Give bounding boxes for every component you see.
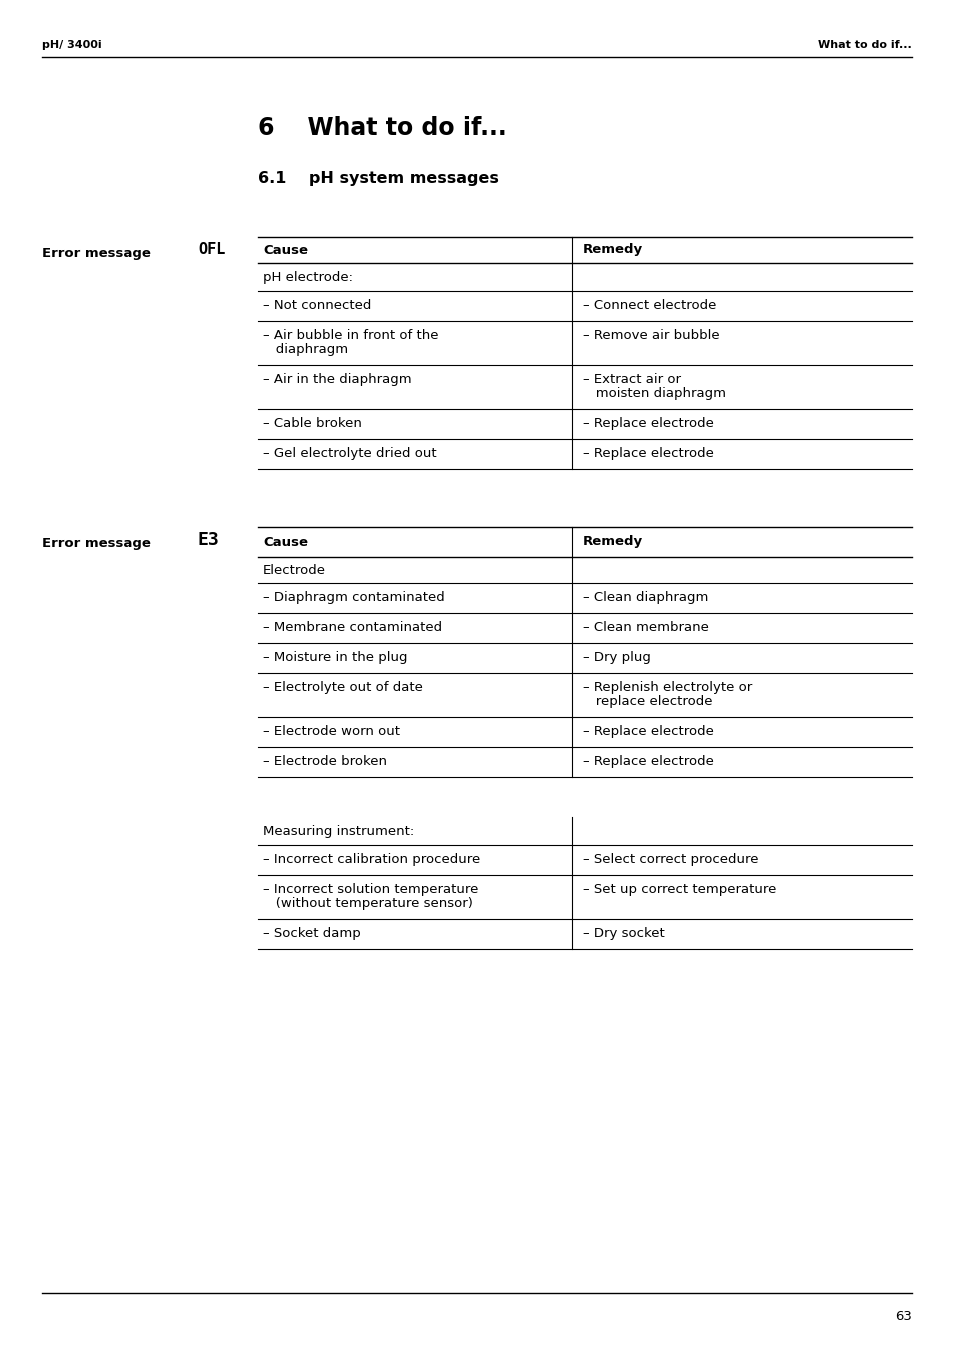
Text: – Dry plug: – Dry plug (582, 651, 650, 663)
Text: Electrode: Electrode (263, 563, 326, 577)
Text: replace electrode: replace electrode (582, 694, 712, 708)
Text: – Replace electrode: – Replace electrode (582, 755, 713, 767)
Text: – Membrane contaminated: – Membrane contaminated (263, 621, 441, 634)
Text: pH/ 3400i: pH/ 3400i (42, 41, 102, 50)
Text: Measuring instrument:: Measuring instrument: (263, 824, 414, 838)
Text: – Remove air bubble: – Remove air bubble (582, 330, 719, 342)
Text: – Electrode broken: – Electrode broken (263, 755, 387, 767)
Text: – Dry socket: – Dry socket (582, 927, 664, 940)
Text: Cause: Cause (263, 535, 308, 549)
Text: – Electrolyte out of date: – Electrolyte out of date (263, 681, 422, 694)
Text: – Socket damp: – Socket damp (263, 927, 360, 940)
Text: – Select correct procedure: – Select correct procedure (582, 852, 758, 866)
Text: – Replace electrode: – Replace electrode (582, 417, 713, 430)
Text: pH electrode:: pH electrode: (263, 270, 353, 284)
Text: – Air in the diaphragm: – Air in the diaphragm (263, 373, 411, 386)
Text: E3: E3 (198, 531, 219, 549)
Text: – Air bubble in front of the: – Air bubble in front of the (263, 330, 438, 342)
Text: – Clean diaphragm: – Clean diaphragm (582, 590, 708, 604)
Text: – Not connected: – Not connected (263, 299, 371, 312)
Text: OFL: OFL (198, 242, 225, 258)
Text: diaphragm: diaphragm (263, 343, 348, 357)
Text: Cause: Cause (263, 243, 308, 257)
Text: – Clean membrane: – Clean membrane (582, 621, 708, 634)
Text: Error message: Error message (42, 246, 155, 259)
Text: – Gel electrolyte dried out: – Gel electrolyte dried out (263, 447, 436, 459)
Text: What to do if...: What to do if... (818, 41, 911, 50)
Text: – Incorrect solution temperature: – Incorrect solution temperature (263, 884, 477, 896)
Text: 63: 63 (894, 1309, 911, 1323)
Text: – Replace electrode: – Replace electrode (582, 725, 713, 738)
Text: Remedy: Remedy (582, 535, 642, 549)
Text: – Electrode worn out: – Electrode worn out (263, 725, 399, 738)
Text: moisten diaphragm: moisten diaphragm (582, 386, 725, 400)
Text: – Incorrect calibration procedure: – Incorrect calibration procedure (263, 852, 479, 866)
Text: – Extract air or: – Extract air or (582, 373, 680, 386)
Text: (without temperature sensor): (without temperature sensor) (263, 897, 473, 911)
Text: – Replace electrode: – Replace electrode (582, 447, 713, 459)
Text: – Replenish electrolyte or: – Replenish electrolyte or (582, 681, 752, 694)
Text: 6    What to do if...: 6 What to do if... (257, 116, 506, 141)
Text: Error message: Error message (42, 536, 155, 550)
Text: – Connect electrode: – Connect electrode (582, 299, 716, 312)
Text: Remedy: Remedy (582, 243, 642, 257)
Text: – Set up correct temperature: – Set up correct temperature (582, 884, 776, 896)
Text: – Moisture in the plug: – Moisture in the plug (263, 651, 407, 663)
Text: 6.1    pH system messages: 6.1 pH system messages (257, 170, 498, 185)
Text: – Diaphragm contaminated: – Diaphragm contaminated (263, 590, 444, 604)
Text: – Cable broken: – Cable broken (263, 417, 361, 430)
